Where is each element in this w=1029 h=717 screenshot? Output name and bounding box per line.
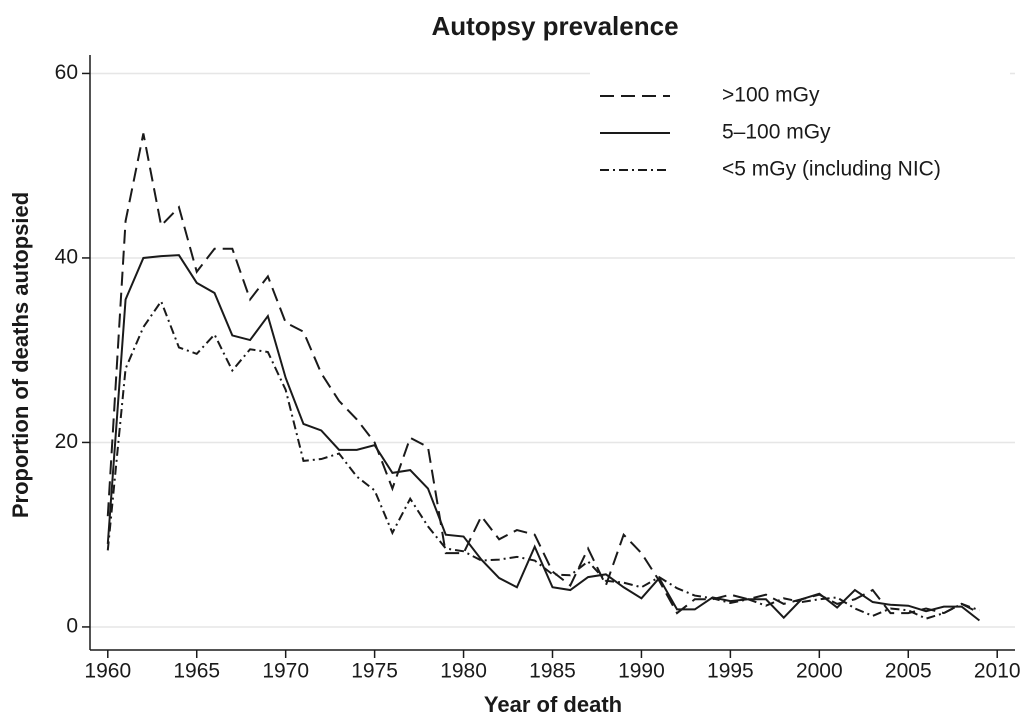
series-line: [106, 133, 980, 615]
legend-label: <5 mGy (including NIC): [722, 158, 941, 181]
legend-label: 5–100 mGy: [722, 121, 831, 144]
x-tick-label: 1965: [173, 660, 220, 683]
x-tick-label: 1980: [440, 660, 487, 683]
x-tick-label: 2000: [796, 660, 843, 683]
legend-background: [590, 58, 1010, 198]
x-tick-label: 2010: [974, 660, 1021, 683]
y-tick-label: 40: [55, 245, 78, 268]
x-tick-label: 1990: [618, 660, 665, 683]
x-tick-label: 1970: [262, 660, 309, 683]
chart-title: Autopsy prevalence: [431, 11, 678, 41]
x-tick-label: 1985: [529, 660, 576, 683]
series-line: [106, 299, 980, 620]
series-line: [106, 254, 981, 622]
x-tick-label: 1975: [351, 660, 398, 683]
legend-label: >100 mGy: [722, 84, 820, 107]
y-tick-label: 20: [55, 430, 78, 453]
x-tick-label: 1960: [84, 660, 131, 683]
y-tick-label: 0: [66, 614, 78, 637]
x-tick-label: 1995: [707, 660, 754, 683]
legend: >100 mGy 5–100 mGy <5 mGy (including NIC): [590, 58, 1010, 198]
x-tick-label: 2005: [885, 660, 932, 683]
x-axis-label: Year of death: [484, 692, 622, 717]
y-tick-label: 60: [55, 61, 78, 84]
y-axis-label: Proportion of deaths autopsied: [8, 192, 33, 518]
